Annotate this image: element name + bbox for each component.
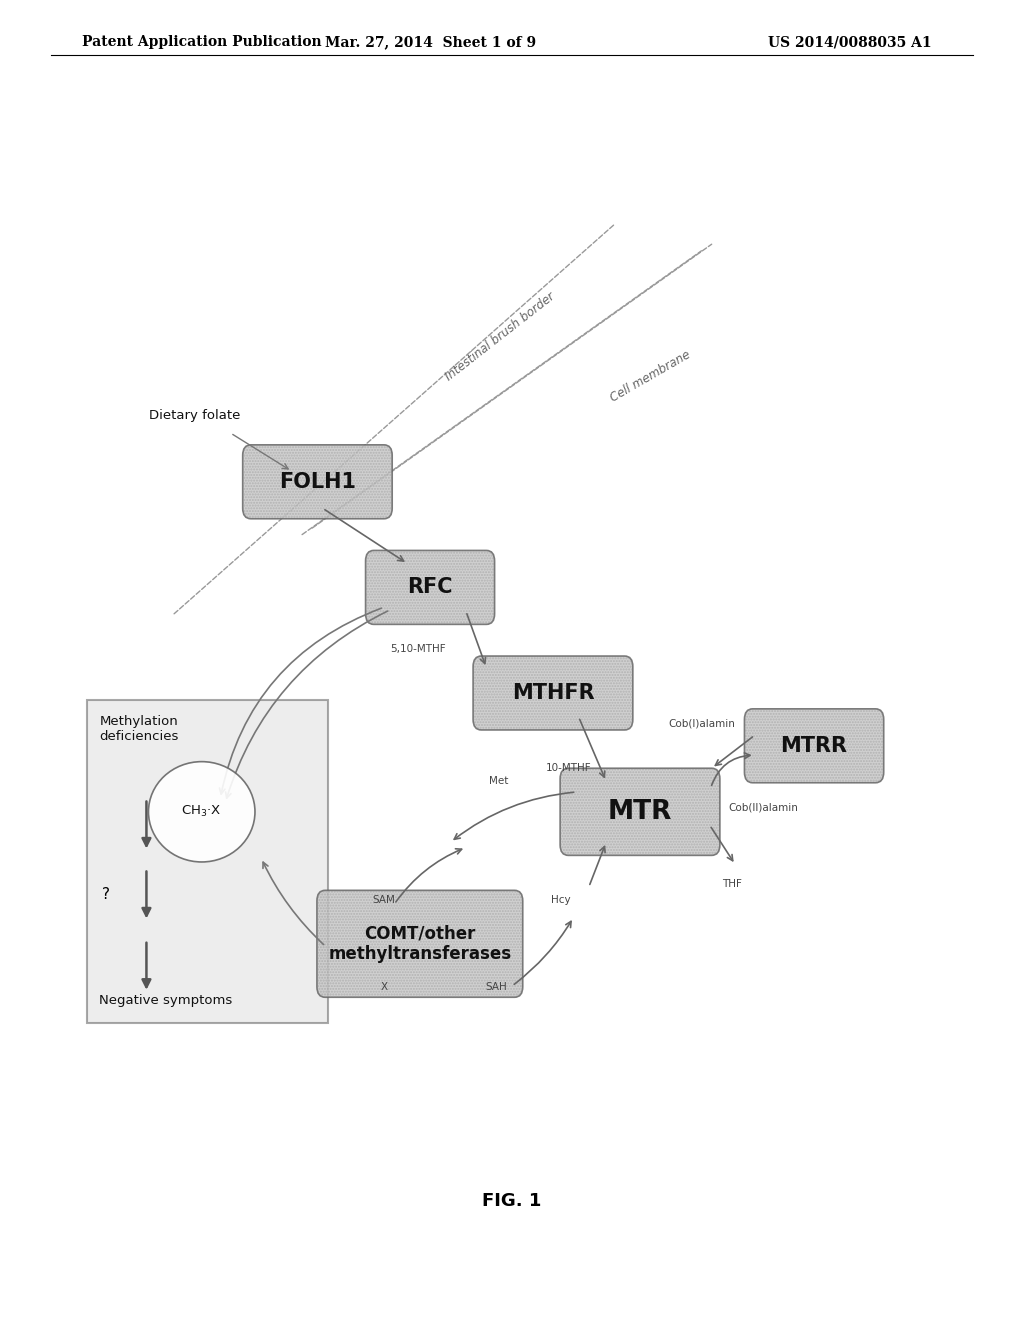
Text: SAM: SAM: [373, 895, 395, 906]
Text: 5,10-MTHF: 5,10-MTHF: [390, 644, 445, 655]
Text: 10-MTHF: 10-MTHF: [546, 763, 591, 774]
FancyBboxPatch shape: [317, 891, 522, 998]
Text: Negative symptoms: Negative symptoms: [99, 994, 232, 1007]
Text: SAH: SAH: [485, 982, 508, 993]
Text: Intestinal brush border: Intestinal brush border: [442, 290, 557, 383]
FancyBboxPatch shape: [473, 656, 633, 730]
Text: Patent Application Publication: Patent Application Publication: [82, 36, 322, 49]
Text: Cell membrane: Cell membrane: [608, 348, 692, 404]
Text: Cob(II)alamin: Cob(II)alamin: [728, 803, 798, 813]
Text: COMT/other
methyltransferases: COMT/other methyltransferases: [329, 924, 511, 964]
FancyBboxPatch shape: [560, 768, 720, 855]
Text: ?: ?: [102, 887, 111, 903]
Text: Dietary folate: Dietary folate: [148, 409, 241, 422]
FancyBboxPatch shape: [87, 700, 328, 1023]
FancyBboxPatch shape: [243, 445, 392, 519]
Text: FIG. 1: FIG. 1: [482, 1192, 542, 1210]
Text: MTHFR: MTHFR: [512, 682, 594, 704]
FancyBboxPatch shape: [366, 550, 495, 624]
Text: Cob(I)alamin: Cob(I)alamin: [668, 718, 735, 729]
Text: US 2014/0088035 A1: US 2014/0088035 A1: [768, 36, 932, 49]
Text: FOLH1: FOLH1: [279, 471, 356, 492]
Ellipse shape: [148, 762, 255, 862]
Text: Mar. 27, 2014  Sheet 1 of 9: Mar. 27, 2014 Sheet 1 of 9: [325, 36, 536, 49]
Text: X: X: [381, 982, 387, 993]
Text: MTRR: MTRR: [780, 735, 848, 756]
Text: RFC: RFC: [408, 577, 453, 598]
Text: THF: THF: [722, 879, 742, 890]
Text: Hcy: Hcy: [551, 895, 571, 906]
Text: CH$_3$·X: CH$_3$·X: [181, 804, 222, 820]
FancyBboxPatch shape: [744, 709, 884, 783]
Text: MTR: MTR: [608, 799, 672, 825]
Text: Methylation
deficiencies: Methylation deficiencies: [99, 715, 179, 743]
Text: Met: Met: [489, 776, 508, 787]
